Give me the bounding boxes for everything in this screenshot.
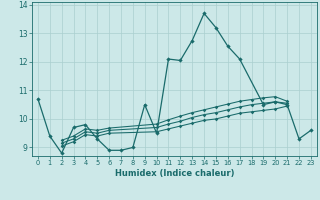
X-axis label: Humidex (Indice chaleur): Humidex (Indice chaleur) <box>115 169 234 178</box>
